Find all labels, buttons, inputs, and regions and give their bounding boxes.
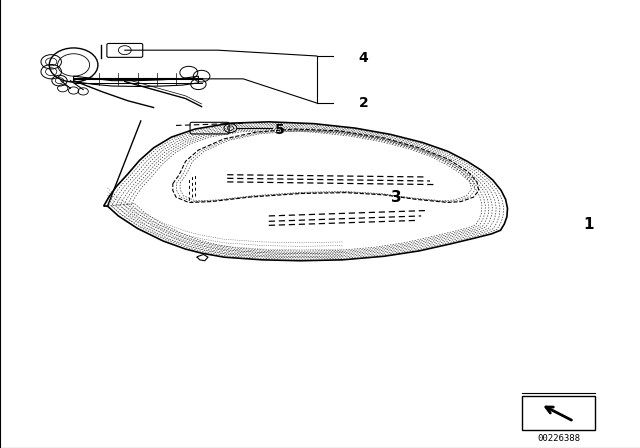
Text: 4: 4 (358, 51, 368, 65)
Text: 2: 2 (358, 96, 368, 110)
Text: 3: 3 (392, 190, 402, 205)
Bar (522, 396, 595, 430)
Text: 00226388: 00226388 (537, 434, 580, 443)
Text: 5: 5 (275, 123, 285, 137)
Text: 1: 1 (584, 216, 594, 232)
